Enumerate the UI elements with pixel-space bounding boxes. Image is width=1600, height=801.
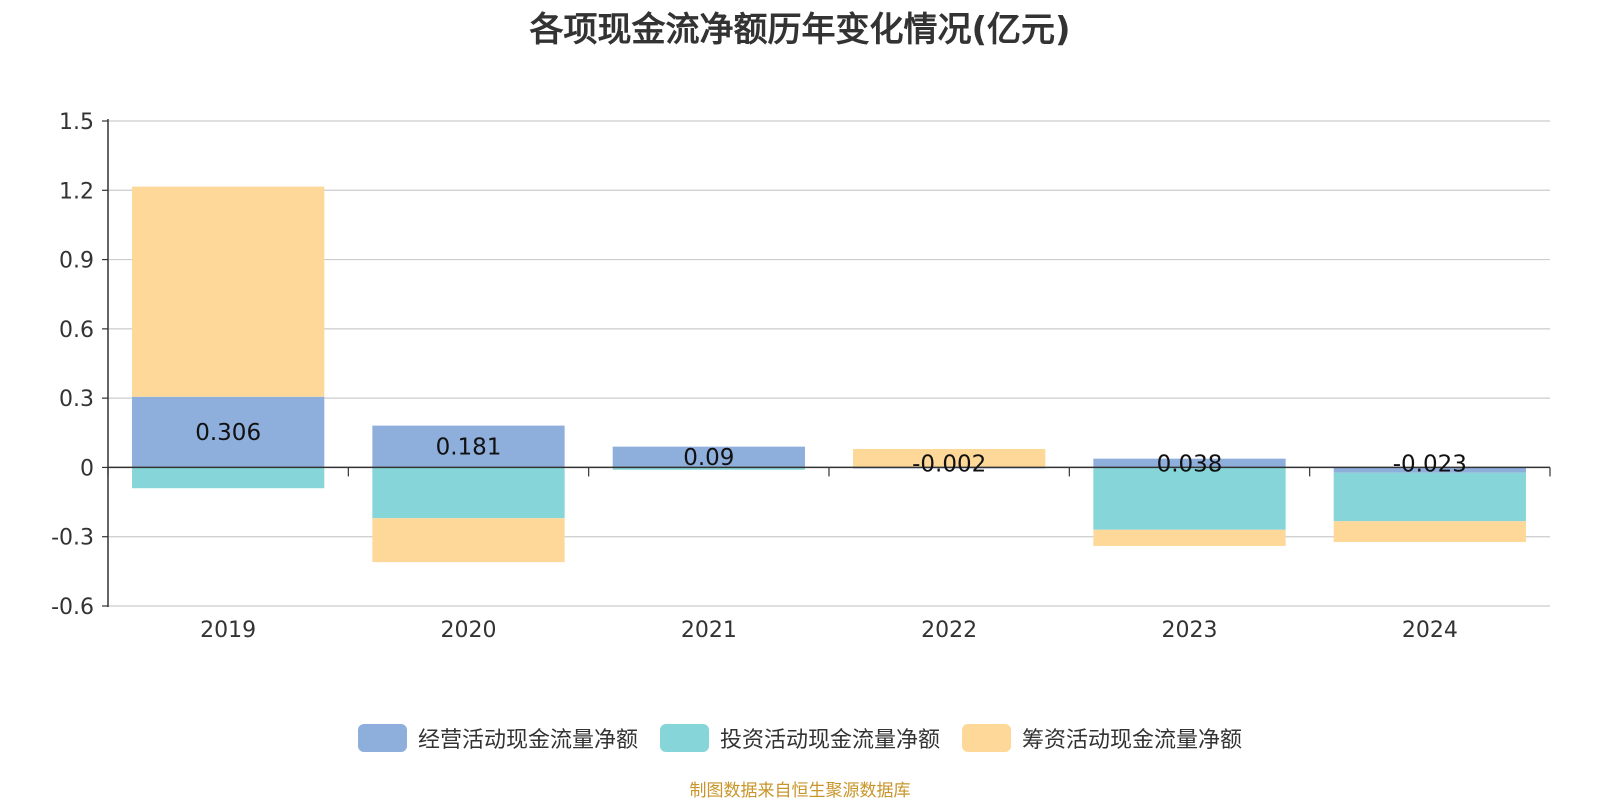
legend-swatch [357,724,407,752]
y-tick-label: 0.3 [59,387,94,412]
legend-item-1[interactable]: 经营活动现金流量净额 [357,722,638,754]
bar-1-2023 [1093,458,1286,468]
bar-3-2020 [372,518,565,563]
chart-title: 各项现金流净额历年变化情况(亿元) [529,10,1071,50]
bar-1-2024 [1333,467,1526,473]
data-label: 0.306 [195,420,261,446]
y-tick-label: 0.6 [59,318,94,343]
bar-2-2024 [1333,472,1526,522]
x-tick-label: 2021 [681,618,737,643]
bar-3-2022 [853,448,1046,468]
data-label: -0.002 [912,451,986,477]
bar-3-2019 [132,186,325,397]
y-tick-label: 0 [80,456,94,481]
x-tick-label: 2019 [200,618,256,643]
y-tick-label: -0.3 [51,526,94,551]
bar-2-2023 [1093,467,1286,530]
bar-3-2024 [1333,521,1526,543]
x-tick-label: 2022 [921,618,977,643]
data-label: 0.09 [683,445,734,471]
y-tick-label: 0.9 [59,249,94,274]
x-tick-label: 2023 [1162,618,1218,643]
x-tick-label: 2024 [1402,618,1458,643]
chart-legend: 经营活动现金流量净额 投资活动现金流量净额 筹资活动现金流量净额 [0,722,1600,754]
legend-swatch [962,724,1011,752]
y-tick-label: 1.2 [59,179,94,204]
x-tick-label: 2020 [441,618,497,643]
y-tick-label: 1.5 [59,110,94,135]
bar-3-2023 [1093,529,1286,546]
bar-2-2020 [372,467,565,519]
bar-1-2021 [612,446,805,468]
bar-1-2019 [132,396,325,468]
legend-item-2[interactable]: 投资活动现金流量净额 [659,722,940,754]
data-label: 0.038 [1157,451,1223,477]
data-label: 0.181 [436,435,502,461]
bar-1-2020 [372,425,565,468]
y-tick-label: -0.6 [51,595,94,620]
legend-label: 经营活动现金流量净额 [417,728,638,753]
legend-label: 筹资活动现金流量净额 [1022,728,1243,753]
legend-label: 投资活动现金流量净额 [719,728,940,753]
legend-swatch [659,724,709,752]
bar-2-2019 [132,467,325,489]
legend-item-3[interactable]: 筹资活动现金流量净额 [962,722,1242,754]
data-label: -0.023 [1393,451,1467,477]
source-note: 制图数据来自恒生聚源数据库 [689,781,911,801]
bar-2-2021 [612,467,805,470]
